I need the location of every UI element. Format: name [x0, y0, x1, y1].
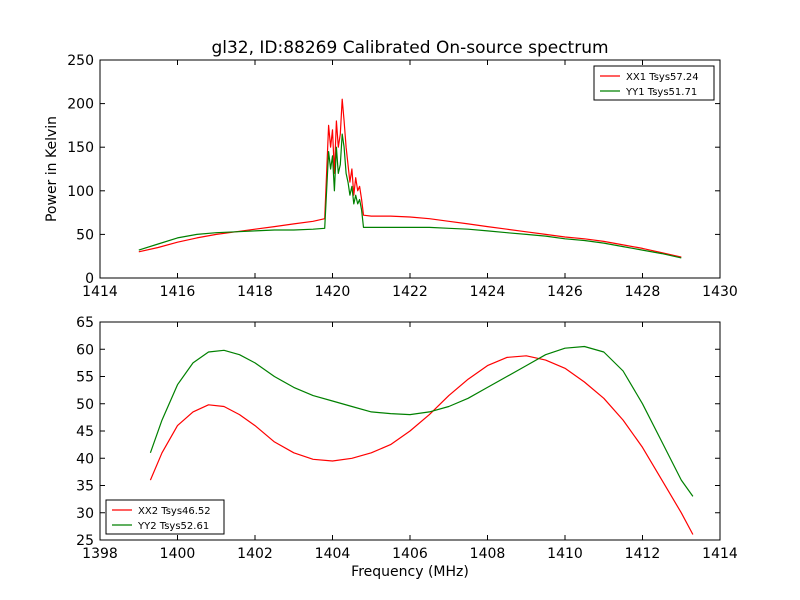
- x-tick-label: 1422: [392, 284, 428, 300]
- x-tick-label: 1408: [470, 546, 506, 562]
- y-tick-label: 50: [76, 227, 94, 243]
- y-tick-label: 150: [67, 140, 94, 156]
- x-tick-label: 1426: [547, 284, 583, 300]
- series-line-1-2: [138, 133, 682, 259]
- x-tick-label: 1400: [160, 546, 196, 562]
- x-tick-label: 1416: [160, 284, 196, 300]
- y-tick-label: 30: [76, 506, 94, 522]
- chart-title: gl32, ID:88269 Calibrated On-source spec…: [211, 38, 608, 58]
- x-tick-label: 1406: [392, 546, 428, 562]
- y-tick-label: 0: [85, 271, 94, 287]
- y-tick-label: 50: [76, 397, 94, 413]
- y-axis-label: Power in Kelvin: [44, 116, 60, 222]
- legend-box: [105, 499, 225, 535]
- y-tick-label: 200: [67, 97, 94, 113]
- x-tick-label: 1414: [702, 546, 738, 562]
- y-tick-label: 55: [76, 370, 94, 386]
- series-line-2-1: [149, 355, 694, 535]
- legend-1: XX1 Tsys57.24 YY1 Tsys51.71: [593, 65, 715, 101]
- legend-box: [593, 65, 715, 101]
- plot-panel-2: 1398 1400 1402 1404 1406 1408 1410 1412 1414 25 30…: [76, 315, 738, 580]
- x-tick-label: 1412: [625, 546, 661, 562]
- legend-label-1: XX1 Tsys57.24: [626, 72, 699, 83]
- x-tick-label: 1430: [702, 284, 738, 300]
- x-tick-label: 1398: [82, 546, 118, 562]
- y-tick-label: 45: [76, 424, 94, 440]
- y-tick-label: 25: [76, 533, 94, 549]
- x-tick-label: 1420: [315, 284, 351, 300]
- plot-panel-1: 1414 1416 1418 1420 1422 1424 1426 1428 1430 0 50 1…: [44, 53, 738, 300]
- x-tick-label: 1424: [470, 284, 506, 300]
- legend-label-2: YY2 Tsys52.61: [137, 521, 209, 532]
- y-tick-label: 100: [67, 184, 94, 200]
- y-tick-label: 65: [76, 315, 94, 331]
- legend-label-1: XX2 Tsys46.52: [138, 506, 211, 517]
- series-line-1-1: [138, 98, 682, 258]
- x-axis-label: Frequency (MHz): [351, 564, 469, 580]
- y-tick-label: 40: [76, 451, 94, 467]
- x-tick-label: 1410: [547, 546, 583, 562]
- legend-2: XX2 Tsys46.52 YY2 Tsys52.61: [105, 499, 225, 535]
- series-line-2-2: [149, 345, 694, 497]
- legend-label-2: YY1 Tsys51.71: [625, 87, 697, 98]
- x-tick-label: 1418: [237, 284, 273, 300]
- x-tick-label: 1404: [315, 546, 351, 562]
- x-tick-label: 1428: [625, 284, 661, 300]
- y-tick-label: 250: [67, 53, 94, 69]
- x-tick-label: 1402: [237, 546, 273, 562]
- y-tick-label: 35: [76, 479, 94, 495]
- y-tick-label: 60: [76, 342, 94, 358]
- x-tick-label: 1414: [82, 284, 118, 300]
